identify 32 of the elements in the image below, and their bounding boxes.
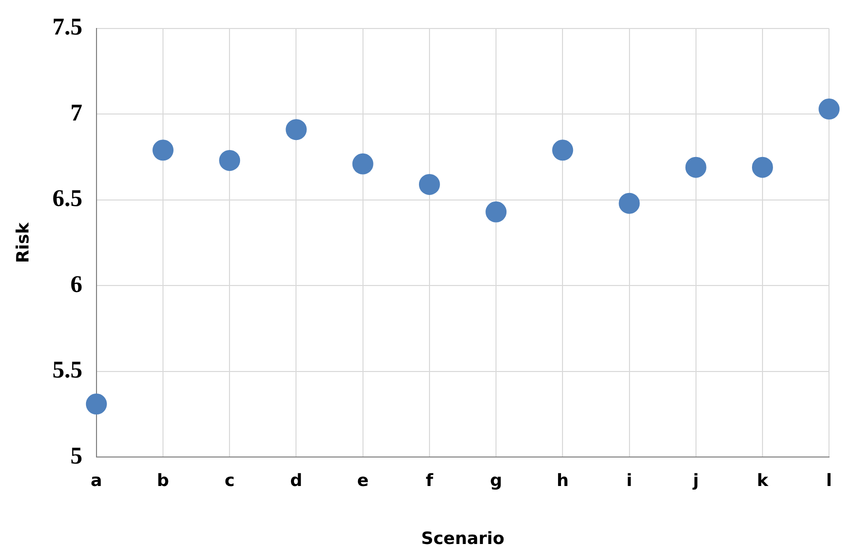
point	[418, 174, 440, 195]
y-tick-label: 7.5	[52, 14, 82, 41]
x-tick-label: l	[826, 470, 832, 491]
x-tick-label: g	[490, 470, 502, 491]
x-tick-label: d	[290, 470, 302, 491]
point	[752, 156, 773, 178]
y-tick-label: 6	[70, 272, 82, 298]
point	[552, 140, 574, 161]
x-tick-label: b	[156, 470, 170, 491]
x-tick-label: a	[90, 470, 102, 491]
x-tick-label: e	[357, 470, 369, 491]
y-tick-label: 5	[70, 443, 82, 470]
x-tick-label: i	[626, 470, 632, 491]
y-tick-label: 5.5	[52, 358, 82, 384]
point	[685, 156, 706, 178]
point	[152, 140, 174, 161]
point	[286, 119, 307, 140]
x-tick-label: h	[556, 470, 569, 491]
x-tick-label: f	[426, 470, 434, 491]
x-tick-label: j	[692, 470, 699, 491]
y-tick-label: 7	[70, 100, 82, 126]
point	[352, 153, 374, 174]
x-tick-label: c	[224, 470, 235, 491]
x-tick-label: k	[756, 470, 769, 491]
point	[618, 192, 640, 214]
x-axis-title: Scenario	[421, 529, 504, 550]
point	[486, 201, 507, 222]
point	[818, 98, 840, 120]
y-axis-title: Risk	[14, 222, 34, 263]
y-tick-label: 6.5	[52, 186, 82, 212]
point	[86, 394, 107, 415]
point	[219, 150, 240, 171]
